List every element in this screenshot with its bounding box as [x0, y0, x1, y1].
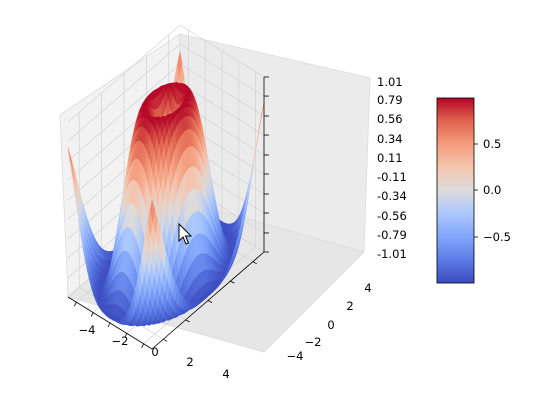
- grid-line: [179, 82, 265, 136]
- axis-line: [74, 302, 77, 307]
- axis-line: [185, 319, 190, 323]
- z-tick-label: 0.56: [377, 112, 403, 126]
- grid-line: [67, 63, 181, 162]
- colorbar-gradient: [436, 97, 475, 284]
- y-tick-label: 0: [327, 318, 334, 332]
- z-tick-label: 1.01: [377, 75, 403, 89]
- surface-mesh: [67, 51, 265, 327]
- z-tick-label: -0.56: [377, 209, 407, 223]
- axis-line: [163, 338, 168, 342]
- x-tick-labels: −4 −2 0 2 4: [79, 323, 230, 381]
- colorbar-tick-label: −0.5: [483, 230, 511, 244]
- axis-line: [230, 280, 235, 284]
- x-tick-label: 4: [222, 367, 229, 381]
- axis-line: [90, 312, 94, 317]
- grid-line: [67, 43, 181, 142]
- z-tick-label: -0.79: [377, 228, 407, 242]
- x-tick-label: 2: [186, 355, 193, 369]
- x-tick-label: −4: [79, 323, 96, 337]
- grid-line: [179, 24, 265, 78]
- axes-lines: [67, 76, 269, 350]
- z-tick-label: -0.11: [377, 170, 407, 184]
- y-tick-label: −4: [287, 349, 304, 363]
- y-tick-label: 2: [346, 299, 353, 313]
- axis-line: [207, 300, 213, 303]
- grid-line: [67, 24, 181, 123]
- mouse-pointer-icon: [178, 222, 193, 245]
- axis-line: [107, 322, 111, 328]
- axis-line: [252, 261, 257, 265]
- x-tick-label: −2: [112, 334, 129, 348]
- z-tick-labels: -1.01 -0.79 -0.56 -0.34 -0.11 0.11 0.34 …: [377, 75, 407, 261]
- z-tick-label: -1.01: [377, 247, 407, 261]
- grid-line: [179, 43, 265, 97]
- x-tick-label: 0: [151, 345, 158, 359]
- surface-patch: [149, 200, 156, 222]
- z-tick-label: -0.34: [377, 189, 407, 203]
- colorbar-tick-label: 0.0: [483, 183, 501, 197]
- colorbar: 0.5 0.0 −0.5: [436, 97, 511, 284]
- y-tick-label: 4: [364, 281, 371, 295]
- grid-line: [179, 63, 265, 117]
- z-tick-label: 0.34: [377, 132, 403, 146]
- axis-line: [124, 333, 128, 338]
- z-tick-label: 0.79: [377, 93, 403, 107]
- y-tick-labels: −4 −2 0 2 4: [287, 281, 372, 363]
- colorbar-tick-label: 0.5: [483, 137, 501, 151]
- z-tick-label: 0.11: [377, 151, 403, 165]
- axis-line: [141, 343, 144, 348]
- y-tick-label: −2: [305, 335, 322, 349]
